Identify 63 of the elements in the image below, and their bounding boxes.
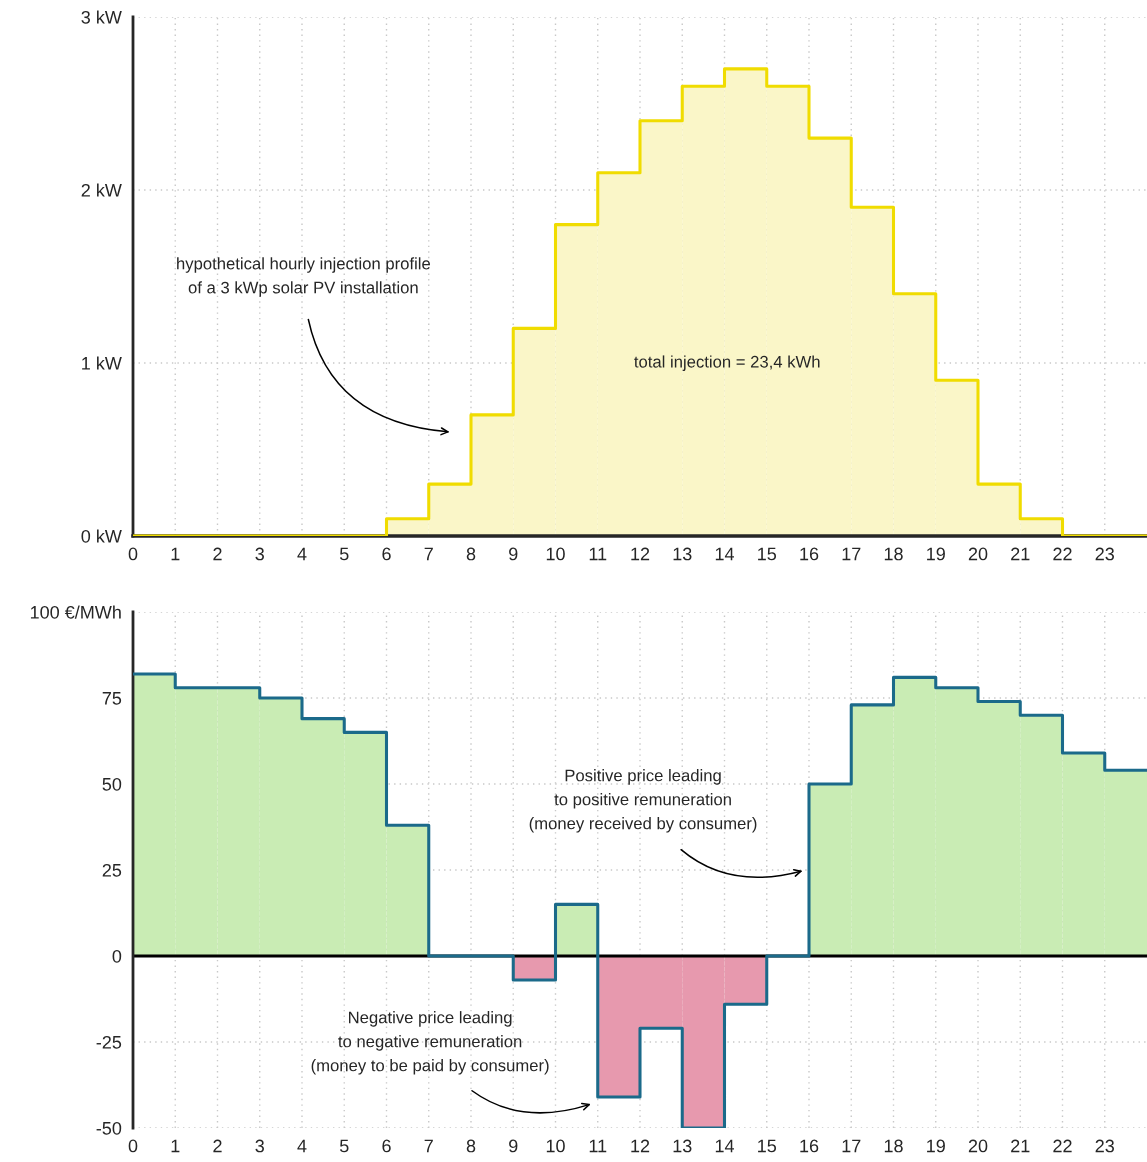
annotation: total injection = 23,4 kWh	[634, 355, 820, 371]
x-tick-label: 1	[171, 1139, 180, 1153]
y-tick-label: -50	[96, 1121, 122, 1135]
annotation: Negative price leading to negative remuneration (money to be paid by consumer)	[311, 1011, 549, 1075]
y-tick-label: 100 €/MWh	[30, 605, 121, 619]
x-tick-label: 8	[466, 1139, 476, 1153]
x-tick-label: 9	[509, 1139, 518, 1153]
x-tick-label: 1	[171, 547, 180, 561]
x-tick-label: 13	[673, 1139, 692, 1153]
x-tick-label: 3	[255, 547, 264, 561]
x-tick-label: 11	[589, 1139, 607, 1153]
x-tick-label: 9	[509, 547, 518, 561]
x-tick-label: 15	[758, 547, 777, 561]
x-tick-label: 20	[968, 1139, 988, 1153]
x-tick-label: 5	[339, 547, 349, 561]
x-tick-label: 14	[715, 1139, 735, 1153]
x-tick-label: 23	[1095, 1139, 1114, 1153]
annotation: Positive price leading to positive remuneration (money received by consumer)	[529, 769, 757, 833]
x-tick-label: 19	[927, 547, 945, 561]
y-tick-label: 3 kW	[81, 10, 122, 24]
x-tick-label: 3	[255, 1139, 264, 1153]
x-tick-label: 2	[213, 547, 222, 561]
y-tick-label: 0	[112, 949, 122, 963]
x-tick-label: 17	[842, 1139, 861, 1153]
x-tick-label: 21	[1011, 1139, 1030, 1153]
x-tick-label: 12	[631, 1139, 650, 1153]
x-tick-label: 18	[884, 1139, 903, 1153]
x-tick-label: 22	[1053, 1139, 1072, 1153]
y-tick-label: 75	[102, 692, 122, 705]
x-tick-label: 0	[128, 547, 138, 561]
annotation: hypothetical hourly injection profile of a 3 kWp solar PV installation	[177, 257, 431, 297]
x-tick-label: 23	[1095, 547, 1114, 561]
x-tick-label: 17	[842, 547, 861, 561]
y-tick-label: 2 kW	[81, 183, 122, 197]
x-tick-label: 16	[800, 547, 819, 561]
x-tick-label: 6	[382, 547, 391, 561]
x-tick-label: 15	[758, 1139, 777, 1153]
x-tick-label: 12	[631, 547, 650, 561]
x-tick-label: 14	[715, 547, 735, 561]
y-tick-label: 1 kW	[82, 356, 122, 370]
x-tick-label: 21	[1011, 547, 1030, 561]
x-tick-label: 7	[424, 1139, 433, 1153]
y-tick-label: 0 kW	[81, 529, 122, 543]
x-tick-label: 22	[1053, 547, 1072, 561]
x-tick-label: 10	[546, 1139, 565, 1153]
x-tick-label: 4	[297, 1139, 307, 1153]
x-tick-label: 8	[466, 547, 476, 561]
x-tick-label: 16	[800, 1139, 819, 1153]
y-tick-label: -25	[96, 1035, 122, 1049]
x-tick-label: 19	[927, 1139, 945, 1153]
x-tick-label: 0	[128, 1139, 138, 1153]
x-tick-label: 7	[424, 547, 433, 561]
x-tick-label: 18	[884, 547, 903, 561]
x-tick-label: 2	[213, 1139, 222, 1153]
x-tick-label: 6	[382, 1139, 391, 1153]
y-tick-label: 25	[102, 863, 122, 877]
x-tick-label: 10	[546, 547, 565, 561]
x-tick-label: 20	[968, 547, 988, 561]
x-tick-label: 13	[673, 547, 692, 561]
x-tick-label: 11	[589, 547, 607, 561]
x-tick-label: 4	[297, 547, 307, 561]
y-tick-label: 50	[102, 777, 122, 791]
x-tick-label: 5	[339, 1139, 349, 1153]
